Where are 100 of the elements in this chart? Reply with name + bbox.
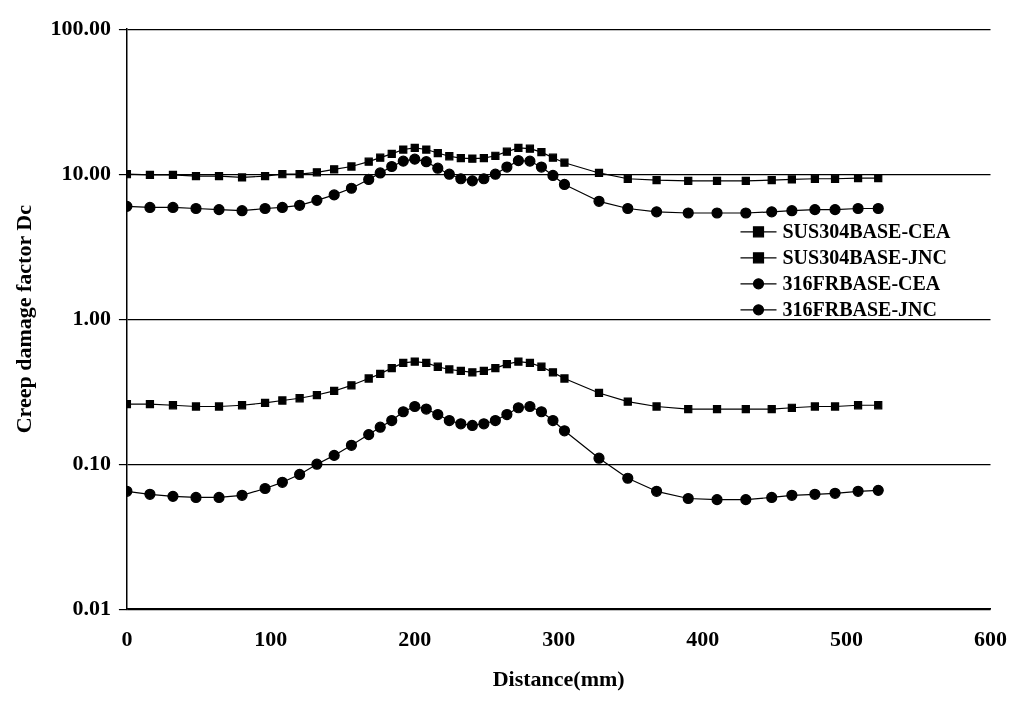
point <box>853 401 863 410</box>
point <box>514 143 523 152</box>
point <box>295 170 304 179</box>
point <box>144 488 156 500</box>
point <box>767 176 776 185</box>
point <box>787 175 797 184</box>
point <box>191 171 201 181</box>
point <box>489 414 501 427</box>
point <box>810 174 820 183</box>
x-tick-label: 400 <box>686 626 720 652</box>
point <box>478 418 490 430</box>
y-tick-label: 0.10 <box>72 449 111 475</box>
point <box>213 204 225 216</box>
point <box>594 168 604 178</box>
point <box>409 153 421 165</box>
point <box>740 207 752 219</box>
point <box>872 484 884 496</box>
point <box>422 358 431 367</box>
point <box>409 400 421 413</box>
y-tick-label: 1.00 <box>72 304 111 330</box>
point <box>809 204 821 216</box>
point <box>872 202 884 215</box>
point <box>259 202 271 215</box>
point <box>347 381 356 390</box>
point <box>443 414 455 427</box>
point <box>537 147 546 157</box>
point <box>386 414 398 427</box>
point <box>829 487 841 499</box>
point <box>830 402 840 411</box>
point <box>432 162 444 174</box>
point <box>711 207 723 219</box>
point <box>345 439 358 451</box>
point <box>410 357 419 366</box>
point <box>594 388 604 398</box>
legend-label: SUS304BASE-JNC <box>782 246 947 269</box>
x-tick-label: 100 <box>254 626 288 652</box>
y-tick-label: 0.01 <box>72 594 111 620</box>
point <box>443 168 455 180</box>
x-tick-label: 0 <box>121 626 133 652</box>
point <box>330 386 339 396</box>
legend-label: 316FRBASE-CEA <box>782 272 941 295</box>
point <box>502 147 512 156</box>
point <box>432 408 444 421</box>
point <box>328 189 340 201</box>
point <box>311 458 323 470</box>
point <box>191 402 201 411</box>
point <box>374 421 386 433</box>
point <box>650 485 663 497</box>
point <box>376 153 385 162</box>
point <box>145 399 155 409</box>
point <box>479 366 488 376</box>
point <box>650 206 663 218</box>
point <box>456 154 465 163</box>
point <box>525 144 535 153</box>
point <box>491 151 500 160</box>
point <box>276 201 288 214</box>
point <box>466 175 478 187</box>
point <box>397 406 409 418</box>
point <box>445 152 454 161</box>
x-tick-label: 300 <box>542 626 576 652</box>
point <box>294 468 306 481</box>
point <box>502 359 512 369</box>
point <box>682 492 694 505</box>
point <box>558 178 571 191</box>
point <box>741 404 750 414</box>
point <box>712 404 722 414</box>
point <box>347 162 356 171</box>
point <box>491 363 500 373</box>
point <box>214 402 224 411</box>
point <box>479 154 488 163</box>
point <box>766 206 778 218</box>
legend-label: 316FRBASE-JNC <box>782 298 937 321</box>
point <box>236 205 248 217</box>
point <box>422 145 431 154</box>
point <box>741 176 750 185</box>
point <box>514 357 523 366</box>
point <box>295 394 304 403</box>
point <box>364 374 373 383</box>
point <box>374 167 386 179</box>
point <box>830 174 840 183</box>
point <box>276 476 288 488</box>
point <box>489 168 501 180</box>
point <box>387 363 396 373</box>
point <box>237 401 247 410</box>
point <box>420 403 432 415</box>
point <box>456 366 465 376</box>
point <box>501 161 513 173</box>
point <box>397 155 409 167</box>
point <box>682 207 694 219</box>
point <box>524 400 536 413</box>
point <box>524 155 536 167</box>
point <box>168 401 178 410</box>
point <box>535 406 548 418</box>
x-tick-label: 500 <box>830 626 864 652</box>
point <box>740 494 752 506</box>
point <box>167 490 179 502</box>
point <box>537 362 546 371</box>
point <box>168 170 178 179</box>
x-tick-label: 600 <box>974 626 1007 652</box>
point <box>766 491 778 504</box>
